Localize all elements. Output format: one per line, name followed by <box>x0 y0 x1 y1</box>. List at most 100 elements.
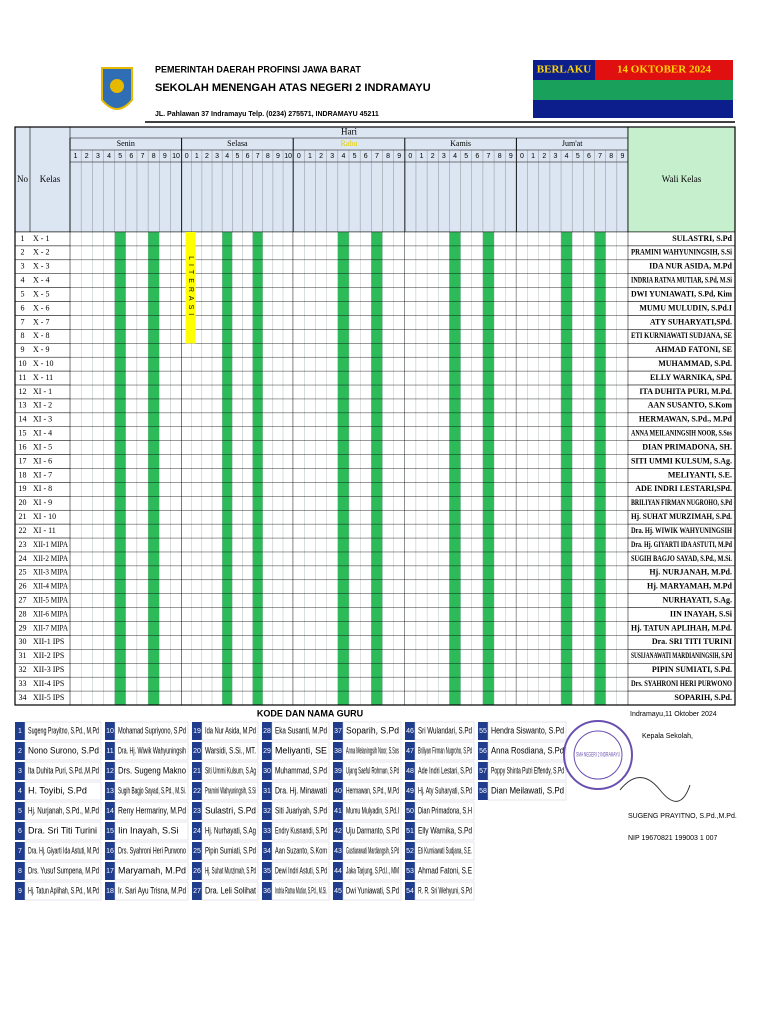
name-box <box>24 821 102 841</box>
row-wali: SUGIH BAGJO SAYAD, S.Pd., M.Si. <box>631 554 732 563</box>
code-name: Briliyan Firman Nugroho, S.Pd <box>418 745 472 755</box>
day-name: Kamis <box>450 139 471 148</box>
code-num: 39 <box>334 768 342 775</box>
code-num: 3 <box>18 768 22 775</box>
row-kelas: X - 9 <box>33 345 49 354</box>
sig-name: SUGENG PRAYITNO, S.Pd.,M.Pd. <box>628 813 737 820</box>
header-line2: SEKOLAH MENENGAH ATAS NEGERI 2 INDRAMAYU <box>155 82 431 94</box>
row-no: 16 <box>19 442 27 451</box>
row-wali: AAN SUSANTO, S.Kom <box>648 401 733 410</box>
row-wali: Drs. SYAHRONI HERI PURWONO <box>631 679 732 688</box>
code-name: Nono Surono, S.Pd <box>28 745 99 755</box>
code-box <box>405 862 415 880</box>
code-box <box>15 742 25 760</box>
code-box <box>333 882 343 900</box>
code-num: 13 <box>106 788 114 795</box>
teacher-codes: KODE DAN NAMA GURU 1 Sugeng Prayitno, S.Pd… <box>15 708 603 901</box>
code-box <box>192 822 202 840</box>
code-name: Pipin Sumiati, S.Pd <box>205 845 256 855</box>
code-num: 49 <box>406 788 414 795</box>
row-kelas: X - 3 <box>33 262 49 271</box>
code-box <box>262 842 272 860</box>
period-label: 2 <box>205 153 209 160</box>
row-kelas: XII-7 MIPA <box>33 623 68 632</box>
code-num: 21 <box>193 768 201 775</box>
row-no: 20 <box>19 498 27 507</box>
period-label: 9 <box>276 153 280 160</box>
row-no: 12 <box>19 387 27 396</box>
row-kelas: XI - 5 <box>33 442 52 451</box>
code-name: Dra. Leli Solihat <box>205 885 256 895</box>
row-wali: AHMAD FATONI, SE <box>655 345 732 354</box>
period-label: 2 <box>319 153 323 160</box>
period-label: 4 <box>107 153 111 160</box>
code-box <box>105 862 115 880</box>
code-name: Ahmad Fatoni, S.E <box>418 865 472 875</box>
code-num: 54 <box>406 888 414 895</box>
row-no: 19 <box>19 484 27 493</box>
name-box <box>114 741 189 761</box>
code-num: 12 <box>106 768 114 775</box>
row-wali: SITI UMMI KULSUM, S.Ag. <box>631 456 732 465</box>
sig-place-date: Indramayu,11 Oktober 2024 <box>630 711 717 718</box>
validity-date-bg <box>595 60 733 80</box>
period-label: 3 <box>330 153 334 160</box>
period-label: 1 <box>420 153 424 160</box>
code-num: 17 <box>106 868 114 875</box>
name-box <box>414 861 475 881</box>
code-box <box>262 782 272 800</box>
code-box <box>333 862 343 880</box>
period-label: 1 <box>531 153 535 160</box>
row-kelas: XI - 10 <box>33 512 56 521</box>
code-name: Dian Meilawati, S.Pd <box>491 785 564 795</box>
sig-scribble <box>619 777 691 802</box>
code-name: Ujang Saeful Rohman, S.Pd <box>346 765 399 775</box>
validity-band <box>533 100 733 118</box>
period-label: 0 <box>520 153 524 160</box>
name-box <box>114 721 189 741</box>
name-box <box>24 861 102 881</box>
code-box <box>192 842 202 860</box>
day-name: Jum'at <box>562 139 583 148</box>
code-name: H. Toyibi, S.Pd <box>28 785 87 795</box>
name-box <box>414 721 475 741</box>
literasi-label: LITERASI <box>187 256 194 319</box>
row-wali: ANNA MEILANINGSIH NOOR, S.Sos <box>631 429 732 438</box>
row-kelas: XII-5 MIPA <box>33 595 68 604</box>
row-no: 25 <box>19 568 27 577</box>
sig-nip: NIP 19670821 199003 1 007 <box>628 835 718 842</box>
period-label: 8 <box>152 153 156 160</box>
code-num: 16 <box>106 848 114 855</box>
period-label: 8 <box>386 153 390 160</box>
code-num: 27 <box>193 888 201 895</box>
code-name: Pramini Wahyuningsih, S.Si <box>205 785 256 795</box>
code-box <box>105 842 115 860</box>
row-no: 18 <box>19 470 27 479</box>
code-num: 20 <box>193 748 201 755</box>
row-wali: Hj. MARYAMAH, M.Pd <box>647 582 733 591</box>
row-wali: MUHAMMAD, S.Pd. <box>658 359 732 368</box>
code-name: Warsidi, S.Si., MT. <box>205 745 256 755</box>
name-box <box>342 881 402 901</box>
validity-band <box>533 80 733 100</box>
name-box <box>271 841 330 861</box>
code-name: Drs. Sugeng Makno <box>118 765 186 775</box>
row-wali: Hj. SUHAT MURZIMAH, S.Pd. <box>631 512 732 521</box>
period-label: 5 <box>576 153 580 160</box>
row-kelas: XII-3 MIPA <box>33 568 68 577</box>
name-box <box>24 741 102 761</box>
code-num: 46 <box>406 728 414 735</box>
period-label: 3 <box>554 153 558 160</box>
row-kelas: XI - 1 <box>33 387 52 396</box>
row-no: 13 <box>19 401 27 410</box>
row-kelas: XI - 6 <box>33 456 52 465</box>
row-kelas: X - 5 <box>33 289 49 298</box>
row-wali: HERMAWAN, S.Pd., M.Pd <box>639 415 733 424</box>
code-name: Hj. Aty Suharyati, S.Pd <box>418 785 472 795</box>
period-label: 9 <box>397 153 401 160</box>
row-kelas: XI - 11 <box>33 526 56 535</box>
code-num: 41 <box>334 808 342 815</box>
name-box <box>201 841 259 861</box>
period-label: 4 <box>341 153 345 160</box>
